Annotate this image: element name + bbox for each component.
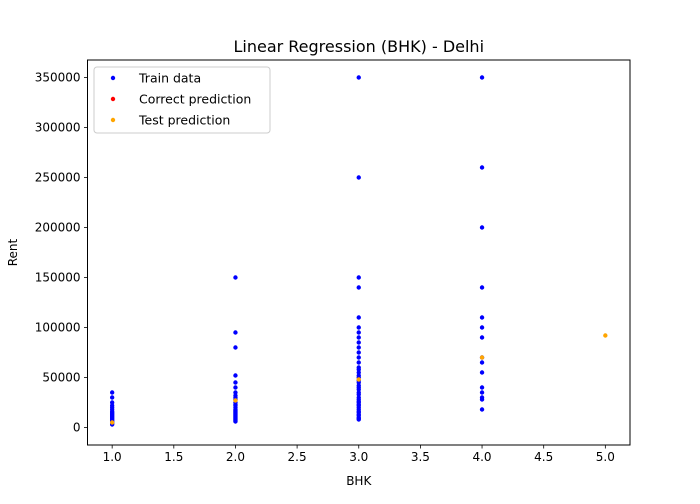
test-prediction-point — [109, 420, 115, 425]
train-data-point — [233, 330, 238, 335]
chart-title: Linear Regression (BHK) - Delhi — [233, 37, 484, 56]
y-tick-label: 250000 — [35, 171, 81, 185]
train-data-point — [233, 373, 238, 378]
y-tick-label: 300000 — [35, 121, 81, 135]
train-data-point — [356, 335, 361, 340]
train-data-point — [233, 275, 238, 280]
train-data-point — [479, 165, 485, 170]
x-tick-label: 4.0 — [472, 450, 491, 464]
y-tick-label: 100000 — [35, 321, 81, 335]
x-tick-label: 3.0 — [349, 450, 368, 464]
train-data-point — [356, 360, 361, 365]
train-data-point — [479, 315, 485, 320]
train-data-point — [479, 407, 485, 412]
train-data-point — [356, 340, 361, 345]
y-tick-label: 50000 — [42, 371, 80, 385]
train-data-point — [356, 75, 361, 80]
train-data-point — [479, 390, 485, 395]
train-data-point — [479, 385, 485, 390]
train-data-point — [356, 275, 361, 280]
test-prediction-point — [603, 333, 608, 338]
y-axis: 0 50000 100000 150000 200000 250000 300000 3500… — [35, 71, 88, 435]
x-tick-label: 1.0 — [103, 450, 122, 464]
train-data-point — [356, 355, 361, 360]
train-data-point — [233, 345, 238, 350]
correct-prediction-legend-marker — [110, 96, 116, 102]
x-tick-label: 1.5 — [164, 450, 183, 464]
train-data-point — [356, 350, 361, 355]
train-data-point — [479, 225, 485, 230]
legend: Train data Correct prediction Test predict… — [93, 66, 271, 134]
train-data-point — [479, 370, 485, 375]
x-tick-label: 2.5 — [288, 450, 307, 464]
legend-box — [93, 66, 271, 134]
legend-label: Test prediction — [138, 113, 230, 128]
y-tick-label: 200000 — [35, 221, 81, 235]
test-prediction-point — [479, 355, 485, 360]
train-data-point — [233, 385, 238, 390]
train-data-point — [356, 417, 361, 422]
x-tick-label: 3.5 — [411, 450, 430, 464]
plot-frame — [87, 59, 631, 446]
train-data-point — [479, 325, 485, 330]
train-data-point — [356, 285, 361, 290]
train-data-point — [109, 390, 115, 395]
test-prediction-point — [356, 377, 361, 382]
train-data-point — [233, 380, 238, 385]
train-data-point — [233, 419, 238, 424]
test-prediction-legend-marker — [110, 117, 116, 123]
train-data-point — [356, 175, 361, 180]
train-data-point — [479, 75, 485, 80]
x-tick-label: 4.5 — [534, 450, 553, 464]
train-data-point — [356, 345, 361, 350]
train-data-point — [479, 397, 485, 402]
test-prediction-point — [233, 398, 238, 403]
train-data-point — [479, 360, 485, 365]
y-axis-label: Rent — [6, 238, 20, 266]
train-data-point — [479, 285, 485, 290]
train-data-point — [356, 325, 361, 330]
y-tick-label: 350000 — [35, 71, 81, 85]
train-data-point — [356, 330, 361, 335]
x-axis-label: BHK — [346, 474, 372, 488]
points-layer — [109, 75, 608, 427]
train-data-point — [479, 335, 485, 340]
legend-label: Correct prediction — [139, 92, 251, 107]
train-data-legend-marker — [110, 75, 116, 81]
train-data-point — [356, 315, 361, 320]
x-tick-label: 2.0 — [226, 450, 245, 464]
train-data-point — [109, 395, 115, 400]
y-tick-label: 0 — [73, 421, 81, 435]
x-tick-label: 5.0 — [596, 450, 615, 464]
y-tick-label: 150000 — [35, 271, 81, 285]
x-axis: 1.0 1.5 2.0 2.5 3.0 3.5 4.0 4.5 5.0 — [103, 445, 615, 464]
legend-label: Train data — [138, 71, 201, 86]
